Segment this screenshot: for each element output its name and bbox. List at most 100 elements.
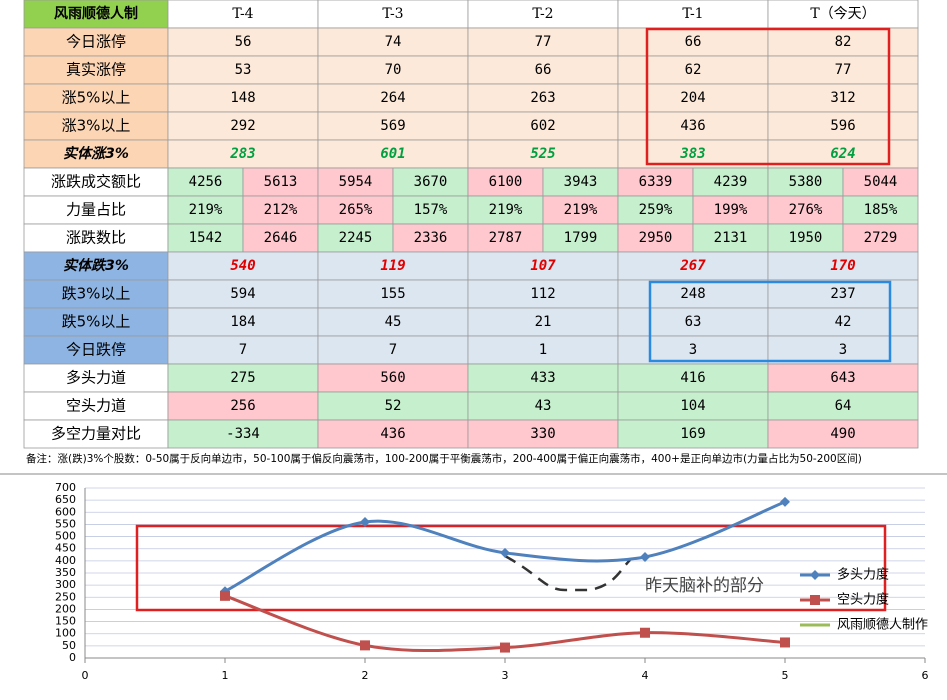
data-text: 601 bbox=[380, 146, 405, 162]
highlight-box bbox=[645, 27, 891, 166]
data-text: 204 bbox=[680, 90, 705, 106]
data-cell bbox=[467, 307, 619, 337]
data-text: 2950 bbox=[639, 230, 673, 246]
data-cell bbox=[167, 167, 244, 197]
data-text: 6100 bbox=[489, 174, 523, 190]
row-label-cell bbox=[23, 419, 169, 449]
data-cell bbox=[842, 195, 919, 225]
data-text: 416 bbox=[680, 370, 705, 386]
y-tick-label: 100 bbox=[55, 627, 76, 640]
data-cell bbox=[167, 419, 319, 449]
data-text: 263 bbox=[530, 90, 555, 106]
data-cell bbox=[767, 279, 919, 309]
data-text: 212% bbox=[264, 202, 298, 218]
data-cell bbox=[467, 251, 619, 281]
y-tick-label: 50 bbox=[62, 639, 76, 652]
data-text: 107 bbox=[530, 258, 556, 274]
data-cell bbox=[767, 27, 919, 57]
data-text: 265% bbox=[339, 202, 373, 218]
data-cell bbox=[617, 251, 769, 281]
data-text: 66 bbox=[535, 62, 552, 78]
data-text: 219% bbox=[564, 202, 598, 218]
data-text: 312 bbox=[830, 90, 855, 106]
data-cell bbox=[767, 83, 919, 113]
data-text: 77 bbox=[535, 34, 552, 50]
data-cell bbox=[392, 223, 469, 253]
row-label: 涨3%以上 bbox=[62, 117, 131, 135]
legend-label: 多头力度 bbox=[837, 567, 889, 583]
row-label: 实体涨3% bbox=[63, 145, 129, 162]
row-label: 多头力道 bbox=[66, 369, 126, 387]
data-text: 540 bbox=[230, 258, 255, 274]
data-text: 53 bbox=[235, 62, 252, 78]
x-tick-label: 5 bbox=[782, 669, 789, 682]
row-label-cell bbox=[23, 195, 169, 225]
data-cell bbox=[467, 363, 619, 393]
data-text: 148 bbox=[230, 90, 255, 106]
data-text: 643 bbox=[830, 370, 855, 386]
row-label: 今日跌停 bbox=[66, 341, 126, 359]
data-cell bbox=[317, 139, 469, 169]
data-text: 267 bbox=[679, 258, 706, 274]
data-text: 63 bbox=[685, 314, 702, 330]
marker bbox=[640, 627, 650, 638]
data-text: 1950 bbox=[789, 230, 823, 246]
header-cell bbox=[23, 0, 169, 29]
row-label: 空头力道 bbox=[66, 397, 126, 415]
header-text: 风雨顺德人制 bbox=[54, 5, 138, 22]
data-text: 276% bbox=[789, 202, 823, 218]
data-cell bbox=[767, 111, 919, 141]
row-label-cell bbox=[23, 363, 169, 393]
row-label: 真实涨停 bbox=[66, 61, 126, 79]
header-cell bbox=[167, 0, 319, 29]
data-text: 383 bbox=[679, 146, 705, 162]
marker bbox=[360, 517, 370, 527]
data-text: 283 bbox=[229, 146, 255, 162]
row-label-cell bbox=[23, 223, 169, 253]
data-text: 2336 bbox=[414, 230, 448, 246]
data-cell bbox=[467, 139, 619, 169]
data-cell bbox=[467, 27, 619, 57]
y-tick-label: 450 bbox=[55, 542, 76, 555]
data-text: 6339 bbox=[639, 174, 673, 190]
data-text: 62 bbox=[685, 62, 702, 78]
data-cell bbox=[617, 419, 769, 449]
data-text: 4256 bbox=[189, 174, 223, 190]
data-text: 602 bbox=[530, 118, 555, 134]
data-cell bbox=[767, 419, 919, 449]
y-tick-label: 650 bbox=[55, 493, 76, 506]
data-text: 5380 bbox=[789, 174, 823, 190]
data-text: 185% bbox=[864, 202, 898, 218]
data-text: 525 bbox=[530, 146, 555, 162]
data-text: 3 bbox=[689, 342, 697, 358]
x-tick-label: 6 bbox=[922, 669, 929, 682]
data-cell bbox=[767, 55, 919, 85]
data-cell bbox=[617, 223, 694, 253]
header-cell bbox=[467, 0, 619, 29]
row-label: 今日涨停 bbox=[66, 33, 126, 51]
marker bbox=[220, 590, 230, 601]
header-text: T-3 bbox=[382, 6, 403, 22]
row-label-cell bbox=[23, 111, 169, 141]
data-cell bbox=[467, 195, 544, 225]
data-text: 199% bbox=[714, 202, 748, 218]
data-cell bbox=[167, 251, 319, 281]
y-tick-label: 200 bbox=[55, 602, 76, 615]
data-cell bbox=[467, 419, 619, 449]
data-cell bbox=[542, 223, 619, 253]
row-label-cell bbox=[23, 279, 169, 309]
data-text: 70 bbox=[385, 62, 402, 78]
data-text: 3 bbox=[839, 342, 847, 358]
data-text: 42 bbox=[835, 314, 852, 330]
data-text: 52 bbox=[385, 398, 402, 414]
data-text: 596 bbox=[830, 118, 855, 134]
data-text: 330 bbox=[530, 426, 555, 442]
annotation-box bbox=[135, 524, 887, 612]
y-tick-label: 550 bbox=[55, 517, 76, 530]
row-label: 涨5%以上 bbox=[62, 89, 131, 107]
row-label: 多空力量对比 bbox=[51, 425, 141, 443]
data-cell bbox=[692, 195, 769, 225]
data-text: 264 bbox=[380, 90, 405, 106]
data-cell bbox=[467, 111, 619, 141]
